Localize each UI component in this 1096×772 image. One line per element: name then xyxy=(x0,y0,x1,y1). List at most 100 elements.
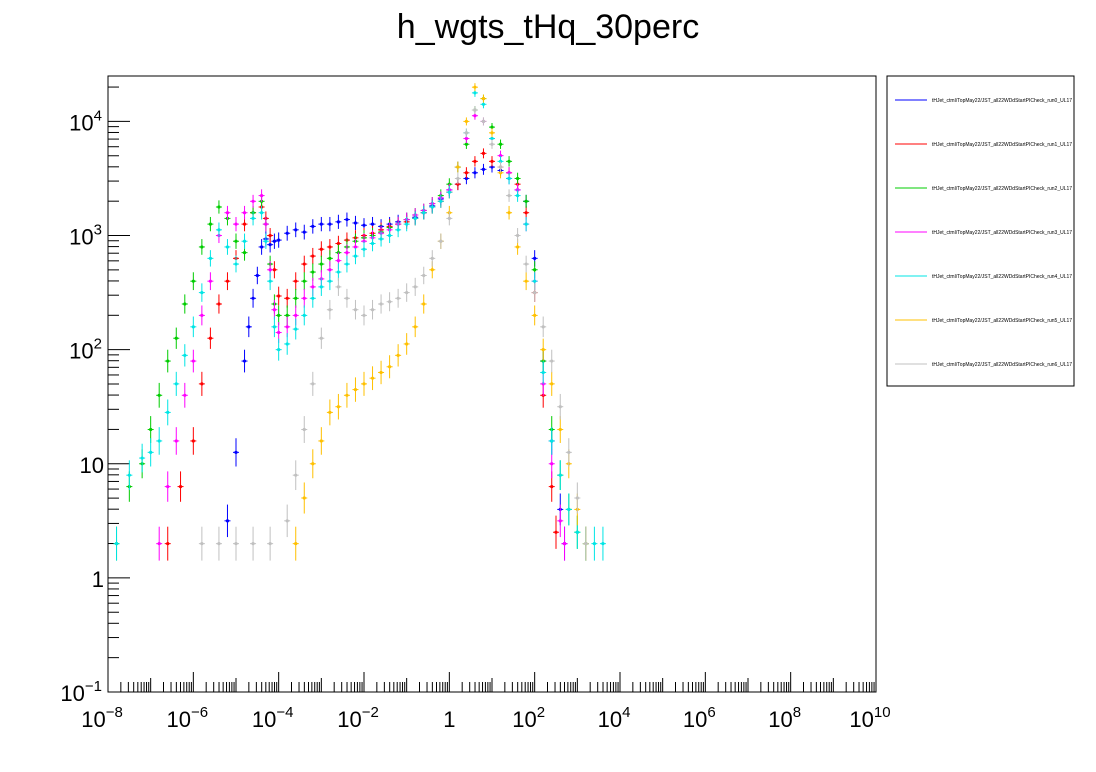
tick-label: 10−4 xyxy=(252,704,294,732)
data-point xyxy=(294,542,298,546)
data-point xyxy=(481,119,486,124)
data-point xyxy=(217,302,221,306)
data-point xyxy=(251,542,255,546)
data-point xyxy=(464,136,468,141)
tick-label-exponent: 2 xyxy=(537,704,545,721)
data-point xyxy=(370,376,375,380)
data-point xyxy=(140,456,144,460)
data-point xyxy=(345,296,349,300)
legend-label: tHJet_ctmI/TopMay22/JST_all22WDdStartPIC… xyxy=(932,274,1072,280)
data-point xyxy=(277,330,281,335)
data-point xyxy=(311,270,315,274)
data-point xyxy=(166,410,170,415)
data-point xyxy=(541,370,545,375)
axes: 10−8 10−6 10−4 10−2 1 102 104 106 108 101010−1110… xyxy=(60,86,891,732)
data-point xyxy=(562,542,567,546)
data-point xyxy=(319,285,323,289)
data-point xyxy=(370,222,375,226)
data-point xyxy=(533,279,537,283)
tick-label-exponent: 3 xyxy=(94,222,102,239)
data-point xyxy=(550,462,554,466)
data-point xyxy=(533,256,537,260)
data-point xyxy=(268,542,272,546)
data-point xyxy=(439,239,443,243)
legend-label: tHJet_ctmI/TopMay22/JST_all22WDdStartPIC… xyxy=(932,230,1072,236)
data-point xyxy=(481,96,486,101)
tick-label-base: 10 xyxy=(81,707,105,732)
data-point xyxy=(353,254,358,258)
data-point xyxy=(490,136,494,141)
data-point xyxy=(567,507,571,512)
data-point xyxy=(260,245,264,249)
data-point xyxy=(584,542,588,546)
data-point xyxy=(592,542,597,546)
data-point xyxy=(234,222,238,226)
data-point xyxy=(294,313,298,318)
data-point xyxy=(464,119,468,124)
tick-label: 10 xyxy=(80,453,104,478)
data-point xyxy=(498,159,503,163)
data-point xyxy=(516,176,520,181)
data-point xyxy=(575,530,579,534)
data-point xyxy=(550,359,554,363)
data-point xyxy=(430,268,434,272)
data-point xyxy=(208,279,212,283)
data-point xyxy=(336,241,340,246)
tick-label: 104 xyxy=(69,107,102,135)
data-point xyxy=(208,336,212,340)
tick-label-base: 10 xyxy=(167,707,191,732)
data-point xyxy=(311,296,315,300)
tick-label-base: 10 xyxy=(69,225,93,250)
tick-label-base: 1 xyxy=(92,567,104,592)
data-point xyxy=(405,290,409,295)
tick-label: 1 xyxy=(443,707,455,732)
data-point xyxy=(319,247,323,251)
data-point xyxy=(251,199,255,203)
tick-label-base: 10 xyxy=(849,707,873,732)
data-point xyxy=(183,353,187,357)
data-point xyxy=(353,221,358,225)
data-point xyxy=(524,211,528,215)
data-point xyxy=(225,245,230,249)
data-point xyxy=(533,268,537,272)
data-point xyxy=(285,342,289,346)
data-point xyxy=(550,382,554,386)
data-point xyxy=(336,285,340,289)
data-point xyxy=(370,308,375,312)
data-point xyxy=(157,393,161,397)
data-point xyxy=(294,228,298,232)
data-point xyxy=(336,220,340,224)
data-point xyxy=(533,290,537,295)
data-point xyxy=(302,262,306,266)
data-point xyxy=(345,217,349,222)
data-point xyxy=(507,211,511,215)
data-point xyxy=(456,176,460,181)
data-point xyxy=(405,342,409,346)
legend-label: tHJet_ctmI/TopMay22/JST_all22WDdStartPIC… xyxy=(932,318,1072,324)
data-point xyxy=(234,542,238,546)
data-point xyxy=(166,484,170,489)
data-point xyxy=(217,542,221,546)
data-point xyxy=(319,222,323,226)
legend-label: tHJet_ctmI/TopMay22/JST_all22WDdStartPIC… xyxy=(932,186,1072,192)
tick-label: 108 xyxy=(768,704,801,732)
data-point xyxy=(191,439,195,443)
data-point xyxy=(302,230,306,234)
data-point xyxy=(362,223,366,227)
data-point xyxy=(490,131,494,135)
data-point xyxy=(302,427,306,432)
data-point xyxy=(174,382,178,386)
data-point xyxy=(524,222,528,226)
tick-label-exponent: 4 xyxy=(622,704,630,721)
data-point xyxy=(268,243,272,247)
data-point xyxy=(498,142,503,146)
data-point xyxy=(541,325,545,329)
data-point xyxy=(430,205,434,209)
data-point xyxy=(516,193,520,198)
data-point xyxy=(362,239,366,243)
data-point xyxy=(413,285,417,289)
data-point xyxy=(345,251,349,255)
data-point xyxy=(277,294,281,298)
data-point xyxy=(601,542,605,546)
data-point xyxy=(558,427,562,432)
